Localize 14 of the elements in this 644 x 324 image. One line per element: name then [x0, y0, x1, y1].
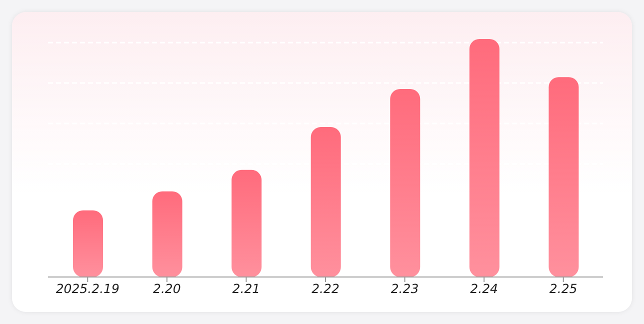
- bar: [469, 39, 500, 277]
- bar: [152, 191, 182, 277]
- bar: [310, 127, 341, 277]
- x-tick-label: 2.25: [549, 280, 578, 296]
- bar: [548, 77, 579, 277]
- x-tick-label: 2.22: [312, 280, 340, 296]
- x-tick-label: 2.21: [232, 280, 260, 296]
- x-tick-label: 2025.2.19: [56, 280, 120, 296]
- x-tick-label: 2.24: [470, 280, 498, 296]
- x-tick-label: 2.20: [153, 280, 181, 296]
- bar: [232, 170, 262, 277]
- bar: [390, 88, 420, 277]
- x-tick-label: 2.23: [390, 280, 419, 296]
- bar: [73, 210, 103, 277]
